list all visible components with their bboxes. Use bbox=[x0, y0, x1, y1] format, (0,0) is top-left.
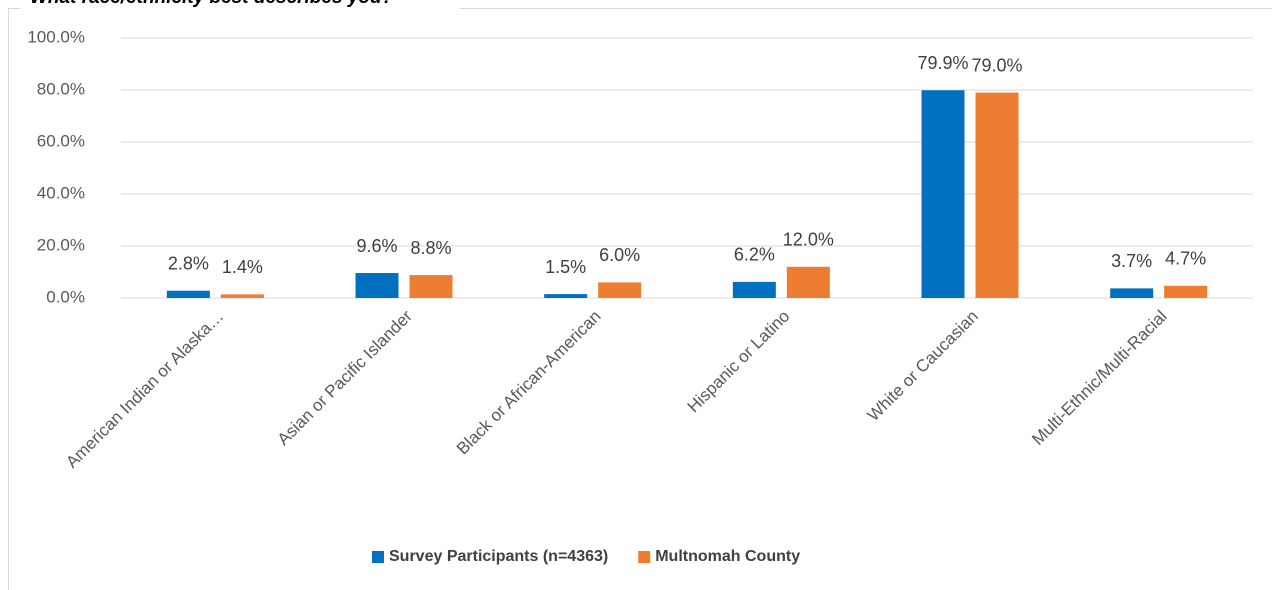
bar bbox=[1164, 285, 1208, 298]
value-label: 1.5% bbox=[545, 257, 586, 277]
bar bbox=[732, 281, 776, 298]
bar bbox=[1110, 288, 1154, 298]
bar bbox=[355, 273, 399, 298]
value-label: 79.9% bbox=[917, 53, 968, 73]
legend-label: Multnomah County bbox=[655, 548, 800, 565]
value-label: 79.0% bbox=[971, 55, 1022, 75]
bar bbox=[975, 92, 1019, 298]
x-tick-label: Asian or Pacific Islander bbox=[274, 306, 417, 449]
y-tick-label: 0.0% bbox=[46, 287, 85, 306]
x-tick-label: American Indian or Alaska… bbox=[62, 307, 227, 472]
x-tick-label: White or Caucasian bbox=[864, 307, 982, 425]
value-label: 12.0% bbox=[783, 230, 834, 250]
chart-title: What race/ethnicity best describes you? bbox=[30, 0, 394, 8]
value-label: 2.8% bbox=[168, 253, 209, 273]
bar bbox=[166, 290, 210, 298]
value-label: 3.7% bbox=[1111, 251, 1152, 271]
value-label: 4.7% bbox=[1165, 249, 1206, 269]
bar bbox=[921, 90, 965, 298]
legend-swatch bbox=[638, 551, 651, 563]
value-label: 6.2% bbox=[734, 245, 775, 265]
bar bbox=[409, 275, 453, 298]
bar bbox=[786, 266, 830, 298]
y-tick-label: 20.0% bbox=[37, 235, 85, 254]
value-label: 1.4% bbox=[222, 257, 263, 277]
legend-label: Survey Participants (n=4363) bbox=[389, 548, 608, 565]
bar bbox=[598, 282, 642, 298]
value-label: 8.8% bbox=[410, 238, 451, 258]
bar bbox=[220, 294, 264, 298]
value-label: 9.6% bbox=[356, 236, 397, 256]
y-tick-label: 60.0% bbox=[37, 131, 85, 150]
x-tick-label: Multi-Ethnic/Multi-Racial bbox=[1028, 307, 1170, 449]
x-tick-label: Black or African-American bbox=[453, 307, 605, 459]
y-tick-label: 80.0% bbox=[37, 79, 85, 98]
value-label: 6.0% bbox=[599, 245, 640, 265]
legend-swatch bbox=[372, 551, 384, 563]
bar bbox=[544, 294, 588, 298]
y-tick-label: 100.0% bbox=[27, 27, 85, 46]
y-tick-label: 40.0% bbox=[37, 183, 85, 202]
x-tick-label: Hispanic or Latino bbox=[684, 307, 794, 417]
title-backdrop bbox=[20, 0, 460, 9]
